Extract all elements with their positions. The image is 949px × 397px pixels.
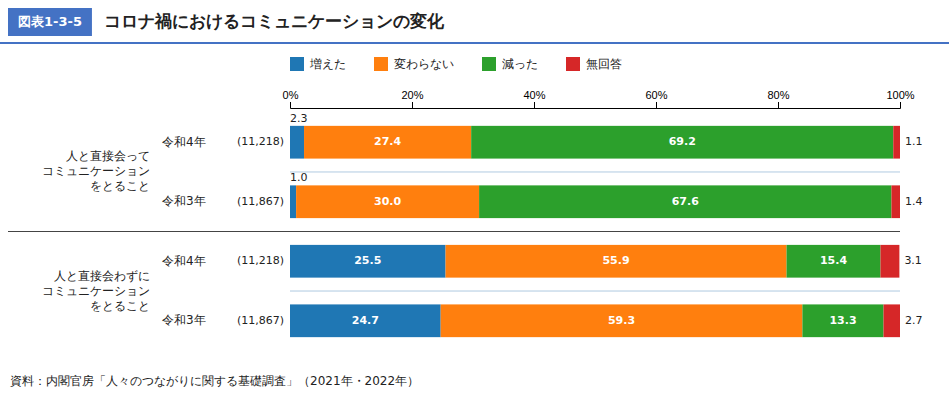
legend-swatch — [566, 57, 580, 71]
source: 資料：内閣官房「人々のつながりに関する基礎調査」（2021年・2022年） — [10, 374, 419, 388]
bar-segment — [290, 185, 296, 218]
tick-label: 80% — [767, 89, 789, 101]
tick-mark — [900, 102, 901, 108]
sample-size-label: (11,867) — [237, 314, 284, 327]
tick: 80% — [767, 89, 789, 108]
tick: 100% — [886, 89, 914, 108]
data-label: 24.7 — [352, 314, 379, 327]
title-rule — [0, 42, 949, 44]
data-label: 1.1 — [905, 135, 923, 148]
tick-mark — [778, 102, 779, 108]
title-bar: 図表1-3-5 コロナ禍におけるコミュニケーションの変化 — [0, 8, 949, 43]
tick-mark — [534, 102, 535, 108]
legend-label: 減った — [502, 57, 538, 71]
separators — [8, 172, 900, 291]
data-label: 2.7 — [905, 314, 923, 327]
legend-item: 増えた — [290, 57, 346, 72]
group-label: 人と直接会わずにコミュニケーションをとること — [42, 269, 150, 313]
legend-label: 増えた — [309, 57, 346, 71]
bar-segment — [802, 304, 883, 337]
data-label: 30.0 — [374, 195, 401, 208]
legend: 増えた 変わらない 減った 無回答 — [290, 57, 622, 72]
bar-segment — [471, 126, 893, 159]
tick: 60% — [645, 89, 667, 108]
legend-swatch — [374, 57, 388, 71]
tick-label: 100% — [886, 89, 914, 101]
sample-size-label: (11,218) — [237, 135, 284, 148]
axis-line — [291, 102, 901, 109]
bar-segment — [891, 185, 900, 218]
bar-segment — [290, 245, 446, 278]
bar-segment — [880, 245, 899, 278]
bar-segment — [787, 245, 881, 278]
legend-item: 変わらない — [374, 57, 454, 72]
data-label: 67.6 — [672, 195, 699, 208]
group-separator — [8, 231, 900, 232]
data-label: 13.3 — [829, 314, 856, 327]
data-label: 15.4 — [820, 254, 847, 267]
sample-size-label: (11,218) — [237, 254, 284, 267]
legend-swatch — [290, 57, 304, 71]
data-label: 69.2 — [669, 135, 696, 148]
data-label: 3.1 — [904, 254, 922, 267]
tick-label: 60% — [645, 89, 667, 101]
bar-segment — [290, 304, 441, 337]
title: コロナ禍におけるコミュニケーションの変化 — [104, 11, 445, 31]
data-label: 55.9 — [602, 254, 629, 267]
legend-label: 変わらない — [394, 57, 454, 71]
bar-segment — [296, 185, 479, 218]
bar-segment — [893, 126, 900, 159]
row-labels: 令和4年 (11,218) 令和3年 (11,867) 令和4年 (11,218) 令和3年… — [162, 135, 284, 328]
category-label: 令和3年 — [162, 313, 206, 327]
data-label: 1.4 — [905, 195, 923, 208]
data-label: 2.3 — [290, 112, 308, 125]
tick-mark — [656, 102, 657, 108]
data-label: 1.0 — [290, 171, 308, 184]
group-labels: 人と直接会ってコミュニケーションをとること人と直接会わずにコミュニケーションをと… — [42, 149, 150, 312]
tick: 0% — [283, 89, 299, 108]
tick-label: 0% — [283, 89, 299, 101]
bar-segment — [441, 304, 803, 337]
bars — [290, 126, 900, 337]
tick: 40% — [523, 89, 545, 108]
tick-mark — [412, 102, 413, 108]
data-label: 59.3 — [608, 314, 635, 327]
bar-segment — [304, 126, 471, 159]
legend-item: 減った — [482, 57, 538, 72]
row-separator — [290, 291, 900, 292]
category-label: 令和4年 — [162, 254, 206, 268]
category-label: 令和3年 — [162, 194, 206, 208]
data-labels: 2.3 27.4 69.2 1.1 1.0 30.0 67.6 1.4 25.5 55.9 15.4… — [290, 112, 923, 327]
group-label: 人と直接会ってコミュニケーションをとること — [42, 149, 150, 193]
bar-segment — [446, 245, 787, 278]
x-axis: 0% 20% 40% 60% 80% 100% — [283, 89, 915, 109]
tick-label: 40% — [523, 89, 545, 101]
title-box-label: 図表1-3-5 — [18, 14, 82, 29]
sample-size-label: (11,867) — [237, 195, 284, 208]
legend-item: 無回答 — [566, 57, 622, 72]
data-label: 25.5 — [354, 254, 381, 267]
tick-mark — [290, 102, 291, 108]
bar-segment — [290, 126, 304, 159]
bar-segment — [884, 304, 900, 337]
bar-segment — [479, 185, 891, 218]
category-label: 令和4年 — [162, 135, 206, 149]
tick-label: 20% — [401, 89, 423, 101]
data-label: 27.4 — [374, 135, 401, 148]
chart: 図表1-3-5 コロナ禍におけるコミュニケーションの変化増えた 変わらない 減った 無回… — [0, 0, 949, 397]
tick: 20% — [401, 89, 423, 108]
title-box — [8, 8, 92, 36]
legend-label: 無回答 — [586, 57, 622, 71]
row-separator — [290, 171, 900, 172]
legend-swatch — [482, 57, 496, 71]
